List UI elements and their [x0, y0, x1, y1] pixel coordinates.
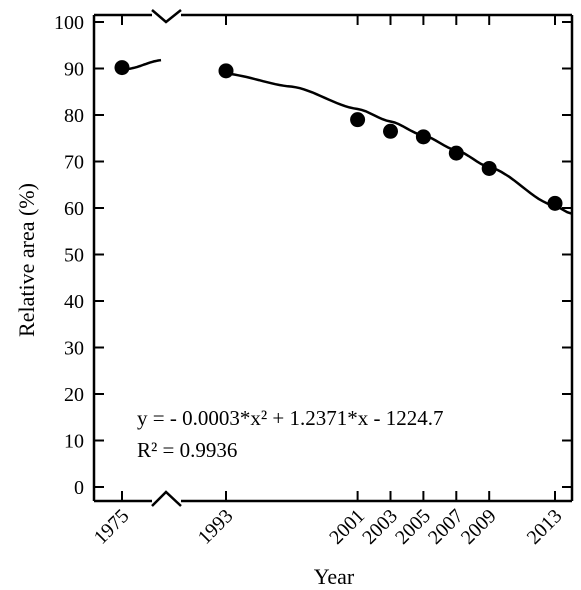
x-tick-label: 1993: [194, 505, 238, 549]
data-point: [481, 160, 497, 176]
data-point: [448, 145, 464, 161]
x-tick-label: 2007: [424, 505, 468, 549]
x-axis-title: Year: [314, 564, 355, 589]
y-tick-label: 30: [64, 338, 84, 360]
fit-r-squared: R² = 0.9936: [137, 438, 237, 462]
axis-break-bottom: [151, 490, 182, 507]
data-point: [383, 123, 398, 139]
y-tick-label: 20: [64, 384, 84, 406]
data-point: [350, 112, 366, 128]
fit-equation: y = - 0.0003*x² + 1.2371*x - 1224.7: [137, 406, 443, 430]
y-tick-label: 10: [64, 431, 84, 453]
y-axis: 0 10 20 30 40 50 60 70 80 90 100: [54, 12, 572, 499]
y-tick-label: 90: [64, 59, 84, 81]
axis-break-marks: [151, 9, 182, 507]
axis-break-top: [151, 9, 182, 24]
plot-frame: [92, 13, 574, 503]
x-tick-label: 2003: [358, 505, 402, 549]
y-tick-label: 80: [64, 105, 84, 127]
y-tick-label: 0: [74, 477, 84, 499]
data-point: [547, 195, 563, 211]
y-axis-title: Relative area (%): [14, 183, 39, 337]
data-point: [114, 60, 130, 76]
fit-curve: [127, 58, 572, 215]
data-point: [415, 129, 431, 145]
fit-curve-segment: [225, 72, 572, 215]
x-tick-label: 2001: [325, 505, 369, 549]
y-tick-label: 70: [64, 152, 84, 174]
x-tick-label: 2013: [523, 505, 567, 549]
y-tick-label: 40: [64, 291, 84, 313]
x-tick-label: 2005: [391, 505, 435, 549]
fit-curve-segment: [127, 58, 162, 71]
data-point: [218, 63, 234, 79]
y-tick-label: 50: [64, 245, 84, 267]
x-tick-label: 2009: [457, 505, 501, 549]
y-tick-label: 60: [64, 198, 84, 220]
x-tick-label: 1975: [90, 505, 134, 549]
y-tick-label: 100: [54, 12, 84, 34]
data-points: [114, 60, 563, 211]
